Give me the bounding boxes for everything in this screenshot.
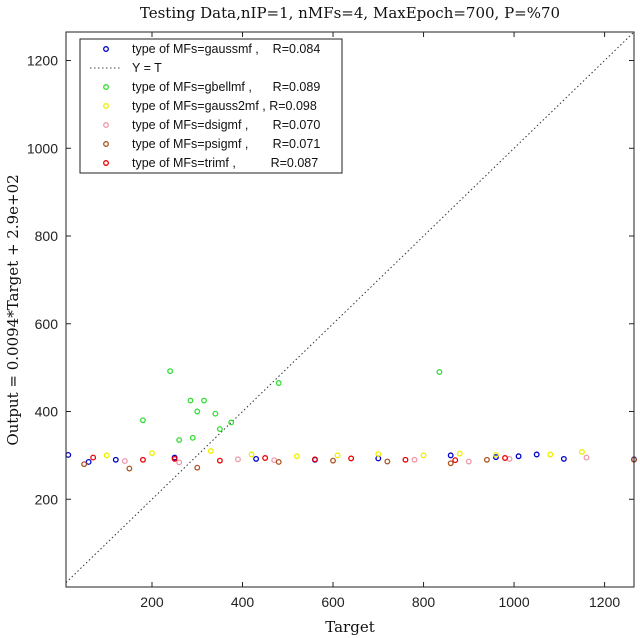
data-point bbox=[275, 459, 282, 465]
data-point bbox=[207, 448, 214, 454]
data-point bbox=[176, 459, 183, 466]
data-point bbox=[139, 456, 146, 463]
data-point bbox=[167, 368, 174, 375]
data-point bbox=[493, 454, 499, 461]
axes-frame bbox=[65, 31, 635, 588]
series-5 bbox=[81, 456, 637, 472]
data-points-layer bbox=[65, 368, 637, 472]
data-point bbox=[456, 450, 463, 457]
data-point bbox=[212, 410, 219, 417]
data-point bbox=[228, 419, 235, 426]
y-axis: 200 400 600 800 1000 1200 bbox=[27, 53, 634, 507]
legend-marker-swatch bbox=[103, 84, 109, 90]
data-point bbox=[235, 456, 241, 463]
data-point bbox=[112, 456, 119, 463]
data-point bbox=[275, 380, 282, 386]
y-axis-label: Output = 0.0094*Target + 2.9e+02 bbox=[4, 174, 22, 445]
series-6 bbox=[90, 454, 508, 464]
legend-entry-label: type of MFs=trimf , R=0.087 bbox=[132, 156, 318, 170]
data-point bbox=[547, 451, 554, 458]
data-point bbox=[121, 458, 128, 465]
data-point bbox=[81, 461, 88, 468]
data-point bbox=[583, 454, 590, 461]
data-point bbox=[187, 397, 194, 404]
data-point bbox=[103, 452, 110, 459]
legend-marker-swatch bbox=[103, 46, 109, 52]
x-tick-label: 1000 bbox=[498, 594, 529, 610]
data-point bbox=[447, 452, 454, 459]
data-point bbox=[176, 437, 183, 443]
legend-entry-label: type of MFs=psigmf , R=0.071 bbox=[132, 137, 320, 151]
y-tick-label: 400 bbox=[35, 404, 59, 420]
legend: type of MFs=gaussmf , R=0.084 Y = T type o… bbox=[79, 38, 343, 174]
data-point bbox=[579, 448, 585, 455]
y-tick-label: 800 bbox=[35, 228, 59, 244]
legend-marker-swatch bbox=[103, 160, 109, 166]
data-point bbox=[436, 369, 443, 375]
data-point bbox=[348, 455, 355, 462]
y-tick-label: 200 bbox=[35, 491, 59, 507]
data-point bbox=[334, 452, 341, 459]
data-point bbox=[483, 456, 490, 463]
legend-marker-swatch bbox=[103, 141, 109, 147]
data-point bbox=[262, 455, 269, 461]
data-point bbox=[85, 459, 92, 465]
data-point bbox=[216, 457, 223, 464]
data-point bbox=[216, 426, 223, 433]
data-point bbox=[253, 455, 260, 462]
data-point bbox=[126, 465, 133, 472]
data-point bbox=[465, 458, 472, 465]
data-point bbox=[139, 417, 146, 424]
data-point bbox=[293, 453, 300, 460]
data-point bbox=[201, 397, 207, 404]
x-axis-label: Target bbox=[325, 618, 374, 636]
legend-marker-swatch bbox=[103, 103, 109, 109]
data-point bbox=[189, 434, 196, 441]
data-point bbox=[560, 455, 567, 462]
y-tick-label: 600 bbox=[35, 316, 59, 332]
legend-entry-label: type of MFs=gauss2mf , R=0.098 bbox=[132, 99, 317, 113]
data-point bbox=[452, 457, 459, 464]
data-point bbox=[171, 455, 178, 462]
x-tick-label: 400 bbox=[231, 594, 255, 610]
x-axis: 200 400 600 800 1000 1200 bbox=[140, 32, 620, 610]
data-point bbox=[194, 408, 201, 415]
data-point bbox=[447, 460, 454, 467]
y-tick-label: 1000 bbox=[27, 140, 58, 156]
legend-entry-label: type of MFs=dsigmf , R=0.070 bbox=[132, 118, 320, 132]
data-point bbox=[420, 452, 427, 459]
data-point bbox=[384, 458, 391, 465]
data-point bbox=[533, 451, 540, 458]
x-tick-label: 600 bbox=[321, 594, 345, 610]
data-point bbox=[90, 454, 97, 461]
x-tick-label: 800 bbox=[412, 594, 436, 610]
legend-marker-swatch bbox=[103, 122, 109, 128]
data-point bbox=[502, 455, 508, 461]
data-point bbox=[402, 456, 409, 463]
data-point bbox=[149, 450, 155, 457]
series-4 bbox=[121, 454, 590, 466]
legend-entry-label: Y = T bbox=[132, 61, 162, 75]
legend-box bbox=[79, 38, 343, 174]
x-tick-label: 200 bbox=[140, 594, 164, 610]
series-2 bbox=[139, 368, 443, 443]
data-point bbox=[311, 456, 318, 463]
data-point bbox=[375, 451, 382, 458]
legend-entry-label: type of MFs=gbellmf , R=0.089 bbox=[132, 80, 320, 94]
data-point bbox=[330, 457, 336, 464]
data-point bbox=[194, 464, 201, 471]
x-tick-label: 1200 bbox=[589, 594, 620, 610]
data-point bbox=[493, 451, 499, 458]
chart-title: Testing Data,nIP=1, nMFs=4, MaxEpoch=700… bbox=[140, 4, 560, 22]
data-point bbox=[515, 453, 522, 460]
data-point bbox=[411, 456, 418, 463]
data-point bbox=[248, 451, 255, 458]
legend-entry-label: type of MFs=gaussmf , R=0.084 bbox=[132, 42, 320, 56]
y-tick-label: 1200 bbox=[27, 53, 58, 69]
series-3 bbox=[103, 448, 585, 460]
